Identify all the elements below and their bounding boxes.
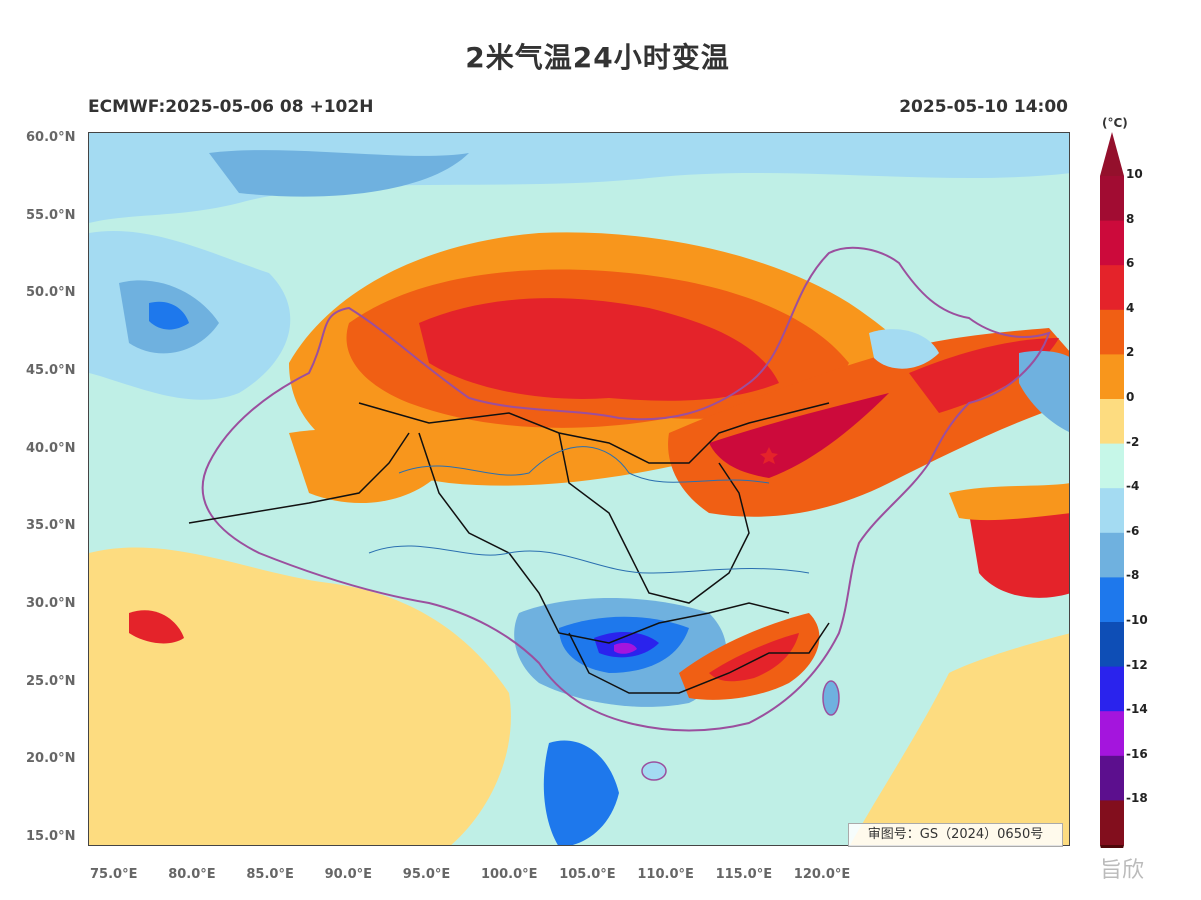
valid-time-label: 2025-05-10 14:00 (899, 97, 1068, 117)
colorbar-segment (1100, 176, 1124, 222)
map-canvas (89, 133, 1069, 845)
taiwan-island (822, 680, 840, 716)
colorbar-segment (1100, 711, 1124, 757)
cold-zone-northwest (209, 150, 469, 197)
longitude-label: 120.0°E (793, 867, 851, 882)
cold-zone-indochina (543, 740, 619, 845)
colorbar-bottom-arrow (1100, 845, 1124, 848)
colorbar-segment (1100, 488, 1124, 534)
province-boundary-west (188, 432, 410, 524)
colorbar-segment (1100, 354, 1124, 400)
colorbar-segment (1100, 265, 1124, 311)
longitude-label: 75.0°E (90, 867, 138, 882)
latitude-label: 40.0°N (26, 440, 76, 456)
province-boundary-south (568, 622, 830, 694)
latitude-label: 30.0°N (26, 596, 76, 611)
warm-zone-southeast-core (709, 633, 799, 682)
latitude-label: 50.0°N (26, 285, 76, 301)
cold-zone-south-china-peak (614, 642, 637, 654)
latitude-label: 45.0°N (26, 363, 76, 378)
longitude-label: 115.0°E (715, 867, 773, 882)
longitude-label: 90.0°E (324, 867, 373, 882)
colorbar-segment (1100, 309, 1124, 355)
colorbar-segment (1100, 622, 1124, 668)
colorbar-top-arrow (1100, 132, 1124, 176)
colorbar-tick-label: -12 (1126, 657, 1148, 672)
colorbar-tick-label: -2 (1126, 434, 1140, 449)
watermark: 旨欣 (1100, 858, 1145, 883)
warm-zone-japan (969, 508, 1069, 598)
latitude-label: 20.0°N (26, 751, 76, 767)
longitude-label: 100.0°E (481, 867, 538, 882)
province-boundary-middle (558, 432, 750, 604)
warm-zone-mongolia-core (419, 298, 779, 401)
colorbar-segment (1100, 443, 1124, 489)
warm-zone-beijing-core (709, 393, 889, 478)
longitude-label: 95.0°E (402, 867, 451, 882)
map-approval-number: 审图号：GS（2024）0650号 (848, 823, 1063, 847)
longitude-label: 85.0°E (246, 867, 294, 882)
colorbar-segment (1100, 800, 1124, 846)
colorbar-segment (1100, 399, 1124, 445)
colorbar (1100, 132, 1124, 848)
colorbar-tick-label: -16 (1126, 746, 1148, 761)
colorbar-tick-label: -14 (1126, 702, 1148, 717)
warm-zone-qinghai (289, 429, 449, 503)
temperature-change-map (88, 132, 1070, 846)
longitude-label: 110.0°E (637, 867, 694, 882)
national-border (201, 246, 1051, 732)
hainan-island (641, 761, 667, 781)
colorbar-segment (1100, 666, 1124, 712)
colorbar-tick-label: -18 (1126, 791, 1148, 806)
beijing-capital-icon (760, 447, 778, 464)
colorbar-tick-label: -8 (1126, 568, 1140, 583)
model-run-label: ECMWF:2025-05-06 08 +102H (88, 97, 374, 117)
latitude-label: 35.0°N (26, 518, 76, 534)
yangtze-river (368, 545, 810, 574)
cold-zone-far-east (1019, 350, 1069, 432)
colorbar-tick-label: 0 (1126, 390, 1135, 404)
colorbar-tick-label: 6 (1126, 256, 1135, 271)
longitude-label: 105.0°E (559, 867, 616, 882)
province-boundary-north (358, 402, 830, 464)
latitude-label: 60.0°N (26, 130, 76, 145)
longitude-label: 80.0°E (168, 867, 216, 882)
latitude-label: 15.0°N (26, 829, 76, 844)
colorbar-tick-label: -4 (1126, 479, 1140, 494)
mild-zone-southwest (89, 547, 511, 845)
yellow-river (398, 446, 770, 484)
colorbar-segment (1100, 755, 1124, 801)
chart-title: 2米气温24小时变温 (465, 41, 730, 74)
colorbar-segment (1100, 532, 1124, 578)
warm-zone-japan-edge (949, 483, 1069, 521)
colorbar-unit: (°C) (1102, 116, 1128, 130)
colorbar-tick-label: 4 (1126, 300, 1135, 315)
colorbar-segment (1100, 577, 1124, 623)
cold-zone-korea (869, 329, 939, 369)
colorbar-segment (1100, 220, 1124, 266)
colorbar-tick-label: -6 (1126, 523, 1140, 538)
colorbar-tick-label: 2 (1126, 345, 1135, 360)
cold-zone-west-peak (149, 301, 189, 330)
warm-spot-west (129, 610, 184, 644)
latitude-label: 25.0°N (26, 673, 76, 689)
latitude-label: 55.0°N (26, 207, 76, 223)
colorbar-tick-label: -10 (1126, 613, 1148, 627)
colorbar-tick-label: 10 (1126, 167, 1143, 181)
province-boundary-central (418, 432, 790, 644)
mild-zone-pacific (850, 633, 1069, 845)
colorbar-tick-label: 8 (1126, 211, 1135, 226)
